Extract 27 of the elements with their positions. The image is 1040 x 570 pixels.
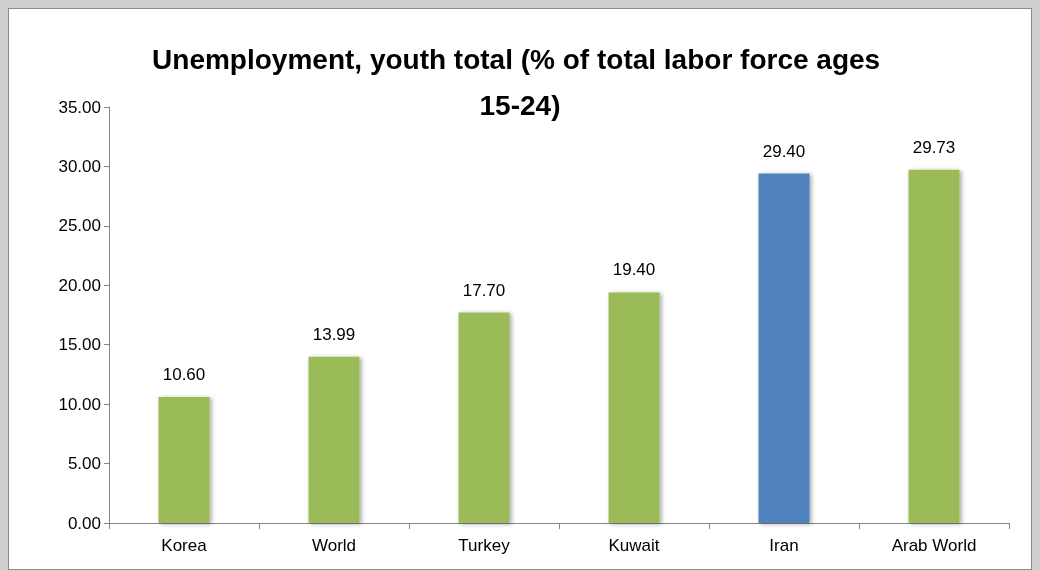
data-label: 13.99 [312,324,356,344]
x-tick-label: Turkey [458,536,511,555]
y-tick-label: 20.00 [58,275,101,295]
y-tick-label: 35.00 [58,97,101,117]
x-tick-label: Arab World [891,536,977,555]
y-tick-label: 5.00 [67,454,101,474]
x-tick-label: Kuwait [608,536,660,555]
data-label: 10.60 [162,365,206,385]
y-tick-label: 15.00 [58,335,101,355]
y-tick-label: 30.00 [58,156,101,176]
x-tick-label: World [311,536,357,555]
x-tick-label: Iran [769,536,799,555]
bar [308,356,360,523]
data-label: 19.40 [612,260,656,280]
data-label: 29.40 [762,141,806,161]
data-label: 29.73 [912,137,956,157]
x-tick-label: Korea [161,536,208,555]
bar [758,173,810,523]
y-tick-label: 25.00 [58,216,101,236]
y-tick-label: 10.00 [58,394,101,414]
bar [908,169,960,523]
bar [608,292,660,523]
bar [458,312,510,523]
data-label: 17.70 [462,280,506,300]
bar [158,397,210,523]
y-tick-label: 0.00 [67,513,101,533]
chart-title: Unemployment, youth total (% of total labor force ages 15-24) [152,43,888,121]
